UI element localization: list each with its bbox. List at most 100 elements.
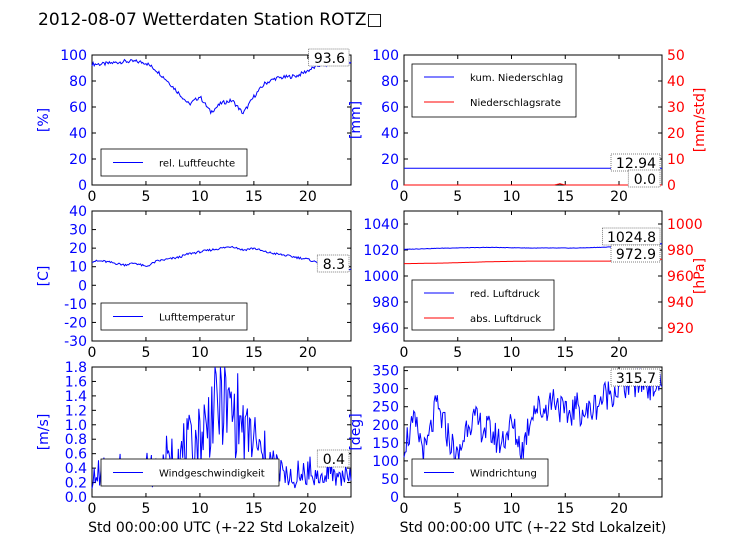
legend: red. Luftdruck abs. Luftdruck — [411, 279, 555, 331]
y-axis-label: [mm] — [348, 101, 364, 139]
y-tick-label: 50 — [381, 472, 399, 488]
y2-tick-label: 0 — [667, 178, 676, 194]
last-value-secondary: 972.9 — [616, 247, 656, 263]
y-tick-label: 1020 — [363, 243, 399, 259]
y-axis-label: [deg] — [348, 413, 364, 450]
y2-tick-label: 1000 — [667, 217, 703, 233]
x-tick-label: 15 — [556, 501, 574, 517]
legend-label: Windrichtung — [470, 469, 537, 480]
panel-humidity: 0 5 10 15 20 0 20 40 60 80 100 [%] rel. Luftfeuchte 9… — [36, 48, 352, 205]
panel-wind-speed: 0 5 10 15 200.00.20.40.60.81.01.21.41.61.8[m… — [36, 360, 352, 517]
legend: kum. Niederschlag Niederschlagsrate — [411, 63, 577, 118]
y-tick-label: 0.6 — [65, 447, 87, 463]
y-tick-label: 80 — [381, 74, 399, 90]
x-tick-label: 5 — [141, 501, 150, 517]
legend-label: kum. Niederschlag — [470, 73, 563, 84]
y-tick-label: 0.0 — [65, 490, 87, 506]
x-tick-label: 10 — [191, 345, 209, 361]
series-line-rel-luftfeuchte — [91, 58, 352, 115]
last-value-box — [316, 254, 350, 273]
y-tick-label: 100 — [60, 48, 87, 64]
x-axis-label: Std 00:00:00 UTC (+-22 Std Lokalzeit) — [88, 520, 355, 536]
last-value: 1024.8 — [607, 230, 656, 246]
x-tick-label: 0 — [88, 501, 97, 517]
x-tick-label: 15 — [245, 189, 263, 205]
legend: Lufttemperatur — [100, 302, 248, 331]
x-tick-label: 0 — [400, 501, 409, 517]
last-value-box — [610, 368, 661, 387]
y-tick-label: 80 — [69, 74, 87, 90]
y-axis-label: [%] — [36, 108, 52, 132]
y2-tick-label: 20 — [667, 126, 685, 142]
y-tick-label: 0 — [78, 278, 87, 294]
last-value: 315.7 — [616, 371, 656, 387]
last-value-secondary-box — [627, 169, 661, 188]
x-tick-label: 15 — [556, 189, 574, 205]
y-tick-label: 1.0 — [65, 418, 87, 434]
legend-label: rel. Luftfeuchte — [159, 159, 235, 170]
y-tick-label: 300 — [372, 382, 399, 398]
panel-temperature: 0 5 10 15 20 -30 -20 -10 0 10 20 30 40 [C] Lufttempera… — [36, 204, 352, 361]
y-tick-label: 0 — [390, 490, 399, 506]
y2-axis-label: [hPa] — [692, 258, 708, 294]
y-tick-label: 1.8 — [65, 360, 87, 376]
y-tick-label: 40 — [69, 204, 87, 220]
x-tick-label: 20 — [610, 501, 628, 517]
legend-label: abs. Luftdruck — [470, 314, 541, 325]
last-value: 12.94 — [616, 156, 656, 172]
x-tick-label: 10 — [503, 501, 521, 517]
y-tick-label: 0 — [78, 178, 87, 194]
last-value-box — [308, 48, 350, 67]
y-tick-label: -20 — [64, 315, 87, 331]
x-tick-label: 20 — [299, 501, 317, 517]
y2-tick-label: 50 — [667, 48, 685, 64]
y-tick-label: 980 — [372, 295, 399, 311]
last-value: 0.4 — [323, 452, 345, 468]
legend-box — [411, 279, 555, 331]
legend-label: Windgeschwindigkeit — [159, 469, 265, 480]
y-tick-label: 60 — [381, 100, 399, 116]
y-tick-label: 10 — [69, 260, 87, 276]
x-tick-label: 10 — [503, 345, 521, 361]
legend-label: Lufttemperatur — [159, 313, 236, 324]
x-tick-label: 5 — [453, 189, 462, 205]
last-value-secondary: 0.0 — [634, 172, 656, 188]
legend: rel. Luftfeuchte — [100, 148, 248, 177]
y-tick-label: 100 — [372, 48, 399, 64]
x-tick-label: 5 — [141, 345, 150, 361]
y-tick-label: 150 — [372, 436, 399, 452]
x-tick-label: 0 — [88, 189, 97, 205]
panel-pressure: 0 5 10 15 20 960 980 1000 1020 1040 920 940 960 980 10… — [363, 210, 708, 361]
y-tick-label: 1000 — [363, 269, 399, 285]
y-tick-label: 960 — [372, 321, 399, 337]
y2-tick-label: 920 — [667, 321, 694, 337]
y-tick-label: 1.4 — [65, 389, 87, 405]
legend-label: Niederschlagsrate — [470, 98, 561, 109]
y-axis-label: [m/s] — [36, 414, 52, 451]
y-tick-label: 1.6 — [65, 374, 87, 390]
x-tick-label: 15 — [245, 345, 263, 361]
x-tick-label: 10 — [191, 189, 209, 205]
y-axis-label: [C] — [36, 266, 52, 287]
y-tick-label: 20 — [69, 241, 87, 257]
last-value-secondary-box — [610, 244, 661, 263]
x-tick-label: 20 — [299, 189, 317, 205]
x-tick-label: 10 — [503, 189, 521, 205]
y-tick-label: 20 — [69, 152, 87, 168]
x-tick-label: 15 — [556, 345, 574, 361]
figure-title: 2012-08-07 Wetterdaten Station ROTZ□ — [38, 10, 383, 30]
y-tick-label: 40 — [381, 126, 399, 142]
y-tick-label: 40 — [69, 126, 87, 142]
last-value: 93.6 — [314, 51, 345, 67]
legend: Windgeschwindigkeit — [100, 458, 280, 487]
y2-tick-label: 30 — [667, 100, 685, 116]
y2-tick-label: 940 — [667, 295, 694, 311]
y2-tick-label: 10 — [667, 152, 685, 168]
y-tick-label: 0.2 — [65, 476, 87, 492]
x-tick-label: 20 — [299, 345, 317, 361]
y-tick-label: 0 — [390, 178, 399, 194]
x-tick-label: 20 — [610, 345, 628, 361]
y2-tick-label: 980 — [667, 243, 694, 259]
y-tick-label: 100 — [372, 454, 399, 470]
